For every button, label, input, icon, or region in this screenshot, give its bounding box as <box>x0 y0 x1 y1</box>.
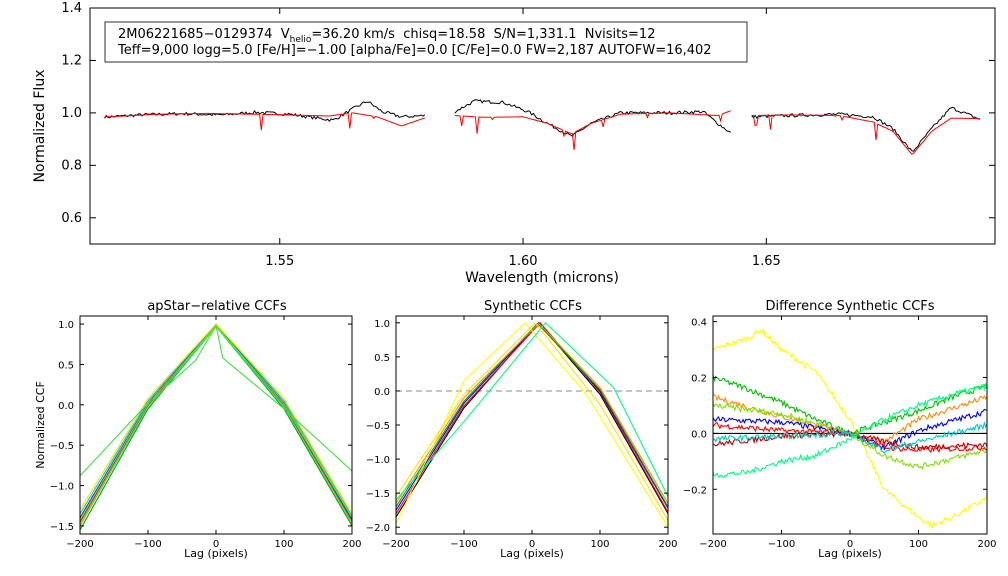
ccf1-series-group <box>80 323 352 531</box>
ccf2-xtick-label: 100 <box>590 539 609 550</box>
ccf1-series-c2 <box>80 324 352 527</box>
ccf3-axes: −200 −100 0 100 200 −0.2 0.0 0.2 0.4 <box>683 316 997 550</box>
ccf1-series-c6 <box>80 323 352 515</box>
ccf2-ytick-label: −1.0 <box>366 455 390 466</box>
spectrum-plot-area <box>104 99 980 155</box>
ccf1-series-c8 <box>80 324 352 520</box>
ccf1-series-c1 <box>80 325 352 531</box>
spectrum-x-label: Wavelength (microns) <box>465 270 619 286</box>
ccf3-ytick-label: 0.4 <box>691 318 707 329</box>
ccf1-xtick-label: −200 <box>66 539 93 550</box>
ccf3-series-d7 <box>713 382 987 478</box>
ccf3-xtick-label: 200 <box>977 539 996 550</box>
spectrum-ytick-label: 1.2 <box>61 53 82 68</box>
ccf2-ytick-label: −0.5 <box>366 421 390 432</box>
ccf3-ytick-label: −0.2 <box>683 485 707 496</box>
ccf3-title: Difference Synthetic CCFs <box>765 299 934 314</box>
ccf3-series-d2 <box>713 374 987 438</box>
spectrum-ytick-label: 1.4 <box>61 1 82 16</box>
ccf-panel-3: Difference Synthetic CCFs −200 −100 0 100 20… <box>683 299 997 560</box>
ccf2-ytick-label: 0.0 <box>374 387 390 398</box>
ccf2-series-c8 <box>396 322 668 521</box>
spectrum-series-synthetic <box>104 110 980 155</box>
ccf1-frame <box>79 315 353 535</box>
ccf2-series-c1 <box>396 321 668 518</box>
spectrum-ytick-label: 0.8 <box>61 158 82 173</box>
ccf3-xtick-label: −200 <box>699 539 726 550</box>
ccf2-ytick-label: 0.5 <box>374 353 390 364</box>
ccf2-series-c6 <box>396 322 668 528</box>
ccf2-xtick-label: 200 <box>658 539 677 550</box>
ccf1-ytick-label: 1.0 <box>58 320 74 331</box>
ccf1-ytick-label: −0.5 <box>50 441 74 452</box>
ccf2-xtick-label: −100 <box>450 539 477 550</box>
ccf1-x-label: Lag (pixels) <box>184 547 248 560</box>
ccf3-series-d8 <box>713 402 987 470</box>
ccf1-xtick-label: 0 <box>213 539 219 550</box>
ccf1-xtick-label: −100 <box>134 539 161 550</box>
ccf1-plot-area <box>80 323 352 531</box>
ccf1-series-c7 <box>80 325 352 525</box>
ccf2-plot-area <box>396 321 668 528</box>
spectrum-xtick-label: 1.65 <box>752 254 781 269</box>
ccf2-series-group <box>396 321 668 528</box>
spectrum-y-label: Normalized Flux <box>32 70 48 183</box>
ccf1-ytick-label: −1.5 <box>50 522 74 533</box>
ccf2-series-c4 <box>396 322 668 508</box>
ccf2-ytick-label: 1.0 <box>374 319 390 330</box>
ccf2-ytick-label: −1.5 <box>366 489 390 500</box>
ccf1-axes: −200 −100 0 100 200 −1.5 −1.0 −0.5 0.0 0.5 1.0 <box>50 316 362 550</box>
ccf1-series-c4 <box>80 323 352 517</box>
ccf2-x-label: Lag (pixels) <box>500 547 564 560</box>
ccf1-xtick-label: 200 <box>342 539 361 550</box>
spectrum-ytick-label: 1.0 <box>61 106 82 121</box>
spectrum-ytick-label: 0.6 <box>61 211 82 226</box>
ccf1-series-c5 <box>80 324 352 523</box>
ccf2-series-c3 <box>396 321 668 511</box>
ccf3-ytick-label: 0.0 <box>691 429 707 440</box>
spectrum-xtick-label: 1.60 <box>509 254 538 269</box>
ccf2-axes: −200 −100 0 100 200 −2.0 −1.5 −1.0 −0.5 0.0 0.5 1.0 <box>366 316 678 550</box>
ccf1-y-label: Normalized CCF <box>34 381 47 469</box>
ccf1-series-c9 <box>80 324 352 477</box>
ccf3-xtick-label: −100 <box>768 539 795 550</box>
ccf2-series-c2 <box>396 321 668 514</box>
ccf3-xtick-label: 100 <box>909 539 928 550</box>
ccf2-series-c7 <box>396 321 668 501</box>
ccf2-title: Synthetic CCFs <box>484 299 582 314</box>
ccf3-plot-area <box>713 328 987 530</box>
ccf1-series-c3 <box>80 324 352 520</box>
ccf3-series-d1 <box>713 328 987 530</box>
spectrum-axes: 1.55 1.60 1.65 0.6 0.8 1.0 1.2 1.4 <box>61 1 995 269</box>
ccf3-xtick-label: 0 <box>847 539 853 550</box>
ccf2-series-c5 <box>396 322 668 504</box>
ccf2-ytick-label: −2.0 <box>366 523 390 534</box>
ccf2-xtick-label: 0 <box>529 539 535 550</box>
spectrum-annotation-box <box>104 21 748 63</box>
spectrum-series-observed <box>104 99 980 152</box>
ccf1-xtick-label: 100 <box>274 539 293 550</box>
ccf3-series-group <box>713 328 987 530</box>
ccf3-ytick-label: 0.2 <box>691 373 707 384</box>
spectrum-annotation-line1: 2M06221685−0129374 Vhelio=36.20 km/s chi… <box>118 27 655 45</box>
ccf2-xtick-label: −200 <box>382 539 409 550</box>
ccf-panel-1: apStar−relative CCFs −200 −100 0 100 200 −1.5… <box>34 299 362 560</box>
ccf3-x-label: Lag (pixels) <box>818 547 882 560</box>
ccf1-ytick-label: 0.0 <box>58 401 74 412</box>
spectrum-annotation-line2: Teff=9,000 logg=5.0 [Fe/H]=−1.00 [alpha/… <box>117 43 712 58</box>
spectrum-panel: 1.55 1.60 1.65 0.6 0.8 1.0 1.2 1.4 2M06221685−0… <box>32 1 996 286</box>
ccf3-series-d9 <box>713 421 987 454</box>
ccf1-ytick-label: −1.0 <box>50 482 74 493</box>
ccf-panel-2: Synthetic CCFs −200 −100 0 100 200 −2.0 −1.5 −1… <box>366 299 678 560</box>
ccf1-title: apStar−relative CCFs <box>147 299 287 314</box>
spectrum-frame <box>89 7 996 245</box>
ccf2-frame <box>395 315 669 535</box>
spectrum-xtick-label: 1.55 <box>265 254 294 269</box>
ccf1-ytick-label: 0.5 <box>58 360 74 371</box>
spectrum-series-group <box>104 99 980 155</box>
